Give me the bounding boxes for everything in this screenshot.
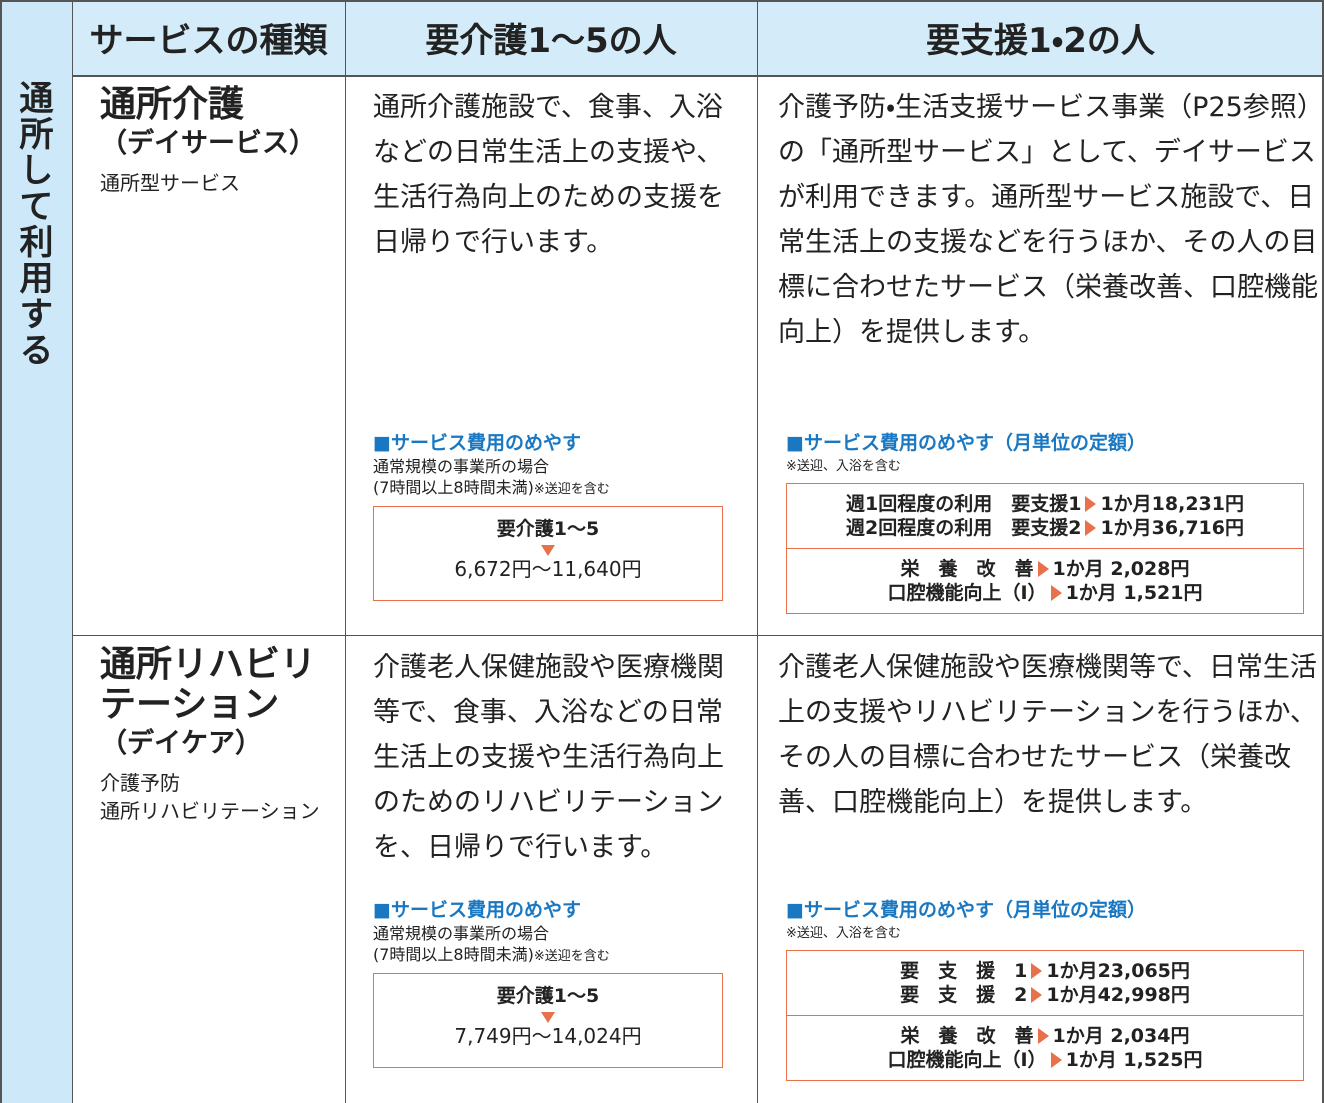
cost-note: 通常規模の事業所の場合 xyxy=(373,456,733,477)
box-line-label: 週1回程度の利用 要支援1 xyxy=(846,493,1082,515)
support-cost: ■サービス費用のめやす（月単位の定額） ※送迎、入浴を含む週1回程度の利用 要支援… xyxy=(786,430,1306,614)
rule xyxy=(72,635,1324,636)
box-part: 週1回程度の利用 要支援1 1か月18,231円 週2回程度の利用 要支援2 1か月3… xyxy=(787,484,1303,548)
box-part: 要 支 援 1 1か月23,065円要 支 援 2 1か月42,998円 xyxy=(787,951,1303,1015)
care-cost: ■サービス費用のめやす 通常規模の事業所の場合 (7時間以上8時間未満)※送迎を含む… xyxy=(373,430,733,601)
rule xyxy=(345,0,346,1103)
cost-title: ■サービス費用のめやす xyxy=(373,899,581,921)
header-cell: サービスの種類 xyxy=(89,21,328,61)
support-box: 要 支 援 1 1か月23,065円要 支 援 2 1か月42,998円栄 養 改 … xyxy=(786,950,1304,1081)
box-line: 要 支 援 1 1か月23,065円 xyxy=(787,959,1303,983)
header-band xyxy=(72,0,1324,75)
box-line: 口腔機能向上（Ⅰ） 1か月 1,521円 xyxy=(787,581,1303,605)
side-band xyxy=(0,0,72,1103)
arrow-right xyxy=(1037,1028,1049,1044)
rule xyxy=(72,75,1324,77)
cost-small: ※送迎、入浴を含む xyxy=(786,459,901,474)
support-text: 介護予防・生活支援サービス事業（P25参照）の「通所型サービス」として、デイサー… xyxy=(778,92,1318,348)
arrow-down xyxy=(541,545,555,556)
box-line: 週1回程度の利用 要支援1 1か月18,231円 xyxy=(787,492,1303,516)
cost-note-text: (7時間以上8時間未満) xyxy=(373,478,534,497)
service-name: 通所介護 xyxy=(100,84,245,125)
box-line: 栄 養 改 善 1か月 2,028円 xyxy=(787,557,1303,581)
cost-box: 要介護1～5 6,672円～11,640円 xyxy=(373,506,723,601)
box-line-label: 栄 養 改 善 xyxy=(900,1025,1034,1047)
support-box: 週1回程度の利用 要支援1 1か月18,231円 週2回程度の利用 要支援2 1か月3… xyxy=(786,483,1304,614)
arrow-right xyxy=(1085,520,1097,536)
box-part: 栄 養 改 善 1か月 2,034円 口腔機能向上（Ⅰ） 1か月 1,525円 xyxy=(787,1015,1303,1080)
support-cost: ■サービス費用のめやす（月単位の定額） ※送迎、入浴を含む要 支 援 1 1か月23… xyxy=(786,897,1306,1081)
cost-title: ■サービス費用のめやす（月単位の定額） xyxy=(786,432,1146,454)
service-notes: 介護予防通所リハビリテーション xyxy=(100,769,335,825)
rule xyxy=(0,0,1324,2)
arrow-right xyxy=(1031,987,1043,1003)
cost-small: ※送迎、入浴を含む xyxy=(786,926,901,941)
box-line-amount: 1か月 2,028円 xyxy=(1052,558,1190,580)
rule xyxy=(72,0,73,1103)
side-label: 通所して利用する xyxy=(13,80,53,368)
cost-title: ■サービス費用のめやす xyxy=(373,432,581,454)
service-cell: 通所介護 （デイサービス） 通所型サービス xyxy=(100,85,335,197)
cost-note-text: (7時間以上8時間未満) xyxy=(373,945,534,964)
care-cost: ■サービス費用のめやす 通常規模の事業所の場合 (7時間以上8時間未満)※送迎を含む… xyxy=(373,897,733,1068)
cost-title: ■サービス費用のめやす（月単位の定額） xyxy=(786,899,1146,921)
service-note: 通所型サービス xyxy=(100,171,240,195)
care-text: 通所介護施設で、食事、入浴などの日常生活上の支援や、生活行為向上のための支援を日… xyxy=(373,92,724,258)
arrow-right xyxy=(1050,585,1062,601)
box-part: 栄 養 改 善 1か月 2,028円 口腔機能向上（Ⅰ） 1か月 1,521円 xyxy=(787,548,1303,613)
cost-note-text: 通常規模の事業所の場合 xyxy=(373,457,550,476)
box-line: 口腔機能向上（Ⅰ） 1か月 1,525円 xyxy=(787,1048,1303,1072)
box-line: 要 支 援 2 1か月42,998円 xyxy=(787,983,1303,1007)
cost-note: (7時間以上8時間未満)※送迎を含む xyxy=(373,477,733,500)
arrow-right xyxy=(1031,963,1043,979)
box-line-label: 栄 養 改 善 xyxy=(900,558,1034,580)
rule xyxy=(0,0,2,1103)
rule xyxy=(757,0,758,1103)
box-line-label: 要 支 援 1 xyxy=(900,960,1028,982)
box-line: 週2回程度の利用 要支援2 1か月36,716円 xyxy=(787,516,1303,540)
cost-note: (7時間以上8時間未満)※送迎を含む xyxy=(373,944,733,967)
service-name: 通所リハビリテーション xyxy=(100,644,317,725)
header-cell: 要支援1・2の人 xyxy=(926,21,1155,61)
header-cell: 要介護1～5の人 xyxy=(425,21,677,61)
service-note: 介護予防 xyxy=(100,771,180,795)
box-line-amount: 1か月36,716円 xyxy=(1100,517,1244,539)
cost-small: ※送迎を含む xyxy=(533,482,610,497)
box-line-label: 口腔機能向上（Ⅰ） xyxy=(887,1049,1047,1071)
box-line-amount: 1か月 2,034円 xyxy=(1052,1025,1190,1047)
box-label: 要介護1～5 xyxy=(496,985,600,1007)
box-line-amount: 1か月42,998円 xyxy=(1046,984,1190,1006)
service-sub: （デイケア） xyxy=(100,728,262,759)
cost-box: 要介護1～5 7,749円～14,024円 xyxy=(373,973,723,1068)
service-sub: （デイサービス） xyxy=(100,128,316,159)
cost-small: ※送迎を含む xyxy=(533,949,610,964)
service-note: 通所リハビリテーション xyxy=(100,799,320,823)
box-range: 7,749円～14,024円 xyxy=(454,1024,642,1048)
box-line-amount: 1か月 1,521円 xyxy=(1065,582,1203,604)
arrow-down xyxy=(541,1012,555,1023)
service-cell: 通所リハビリテーション （デイケア） 介護予防 通所リハビリテーション xyxy=(100,645,335,825)
arrow-wrap xyxy=(374,541,722,557)
cost-note-text: 通常規模の事業所の場合 xyxy=(373,924,550,943)
service-notes: 通所型サービス xyxy=(100,169,335,197)
rule xyxy=(1322,0,1324,1103)
box-line: 栄 養 改 善 1か月 2,034円 xyxy=(787,1024,1303,1048)
arrow-right xyxy=(1037,561,1049,577)
box-line-label: 週2回程度の利用 要支援2 xyxy=(846,517,1082,539)
box-line-label: 要 支 援 2 xyxy=(900,984,1028,1006)
arrow-wrap xyxy=(374,1008,722,1024)
box-range: 6,672円～11,640円 xyxy=(454,557,642,581)
arrow-right xyxy=(1085,496,1097,512)
box-label: 要介護1～5 xyxy=(496,518,600,540)
cost-note: 通常規模の事業所の場合 xyxy=(373,923,733,944)
box-line-amount: 1か月23,065円 xyxy=(1046,960,1190,982)
box-line-amount: 1か月 1,525円 xyxy=(1065,1049,1203,1071)
support-text: 介護老人保健施設や医療機関等で、日常生活上の支援やリハビリテーションを行うほか、… xyxy=(778,652,1317,818)
care-text: 介護老人保健施設や医療機関等で、食事、入浴などの日常生活上の支援や生活行為向上の… xyxy=(373,652,724,863)
arrow-right xyxy=(1050,1052,1062,1068)
box-line-label: 口腔機能向上（Ⅰ） xyxy=(887,582,1047,604)
box-line-amount: 1か月18,231円 xyxy=(1100,493,1244,515)
